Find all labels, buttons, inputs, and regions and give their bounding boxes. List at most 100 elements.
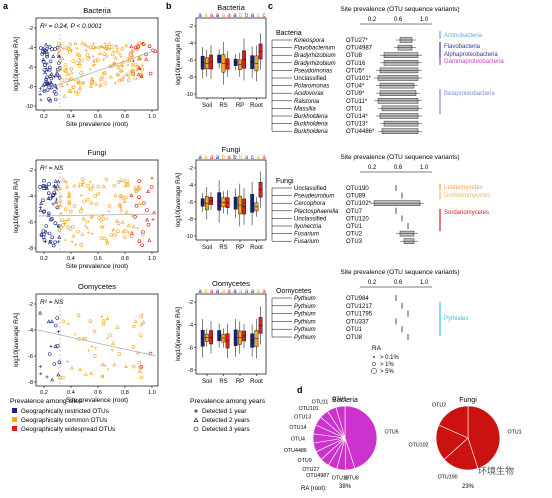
otu-label: OTU337 bbox=[346, 319, 369, 325]
scale-tick-label: 1.0 bbox=[420, 17, 429, 23]
scatter-plot-fungi: Fungi -2 -4 -6 -8 0.2 0.4 0.6 0.8 1.0 Site prevale… bbox=[13, 148, 159, 270]
data-point bbox=[93, 354, 97, 358]
taxon-label: Kineospora bbox=[294, 38, 325, 44]
y-axis-label: log10[average RA] bbox=[175, 307, 182, 361]
legend-prevalence-sites: Prevalence among sites Geographically res… bbox=[10, 398, 115, 433]
pie-slice-label: OTU16 bbox=[332, 476, 349, 482]
data-point bbox=[45, 62, 49, 65]
taxon-label: Plectosphaerella bbox=[294, 209, 339, 215]
group-label: Bacteria bbox=[276, 30, 302, 37]
data-point bbox=[51, 202, 55, 206]
legend-swatch bbox=[12, 426, 17, 431]
data-point bbox=[132, 324, 136, 329]
data-point bbox=[127, 230, 130, 234]
otu-label: OTU2 bbox=[346, 232, 363, 238]
prevalence-block-bacteria: Site prevalence (OTU sequence variants) 0… bbox=[271, 6, 504, 135]
taxon-label: Fusarium bbox=[294, 232, 319, 238]
x-tick-label: 0.4 bbox=[67, 114, 75, 120]
data-point bbox=[83, 42, 88, 46]
data-point bbox=[128, 50, 133, 55]
data-point bbox=[80, 232, 85, 236]
data-point bbox=[122, 199, 127, 203]
data-point bbox=[90, 215, 94, 219]
significance-letter: a bbox=[204, 13, 208, 19]
data-point bbox=[63, 63, 68, 67]
significance-letter: a bbox=[216, 155, 220, 161]
data-point bbox=[75, 46, 79, 50]
data-point bbox=[56, 372, 61, 377]
significance-letter: a bbox=[227, 289, 231, 295]
data-point bbox=[100, 75, 104, 80]
data-point bbox=[65, 83, 69, 87]
data-point bbox=[63, 207, 68, 211]
y-tick-label: -4 bbox=[188, 183, 193, 189]
panel-letter-d: d bbox=[297, 385, 303, 395]
ra-legend: RA > 0.1%> 1%> 5% bbox=[371, 345, 400, 375]
x-tick-label: 0.4 bbox=[67, 390, 75, 396]
data-point bbox=[130, 213, 135, 217]
data-point bbox=[58, 67, 62, 72]
significance-letter: a bbox=[257, 289, 261, 295]
data-point bbox=[126, 56, 130, 60]
data-point bbox=[137, 369, 142, 373]
data-point bbox=[129, 234, 134, 238]
stat-annotation: R² = NS bbox=[40, 299, 64, 306]
data-point bbox=[47, 231, 52, 236]
data-point bbox=[105, 316, 110, 321]
data-point bbox=[39, 372, 43, 376]
data-point bbox=[105, 46, 111, 51]
ra-legend-item: > 5% bbox=[380, 369, 395, 375]
data-point bbox=[96, 184, 101, 189]
panel-letter-c: c bbox=[268, 1, 273, 11]
data-point bbox=[118, 52, 122, 56]
ra-legend-item: > 0.1% bbox=[380, 355, 400, 361]
data-point bbox=[72, 183, 77, 188]
data-point bbox=[76, 229, 80, 234]
data-point bbox=[90, 183, 96, 188]
data-point bbox=[93, 194, 98, 198]
taxon-label: Pythium bbox=[294, 319, 316, 325]
data-point bbox=[60, 78, 64, 82]
data-point bbox=[114, 44, 118, 47]
y-tick-label: -2 bbox=[28, 168, 33, 174]
pie-slice-label: OTU4 bbox=[291, 437, 305, 443]
ra-legend-item: > 1% bbox=[380, 362, 395, 368]
data-point bbox=[137, 239, 142, 243]
pie-slice-label: OTU190 bbox=[438, 475, 458, 481]
otu-label: OTU120 bbox=[346, 216, 369, 222]
plot-title: Oomycetes bbox=[78, 282, 116, 291]
data-point bbox=[139, 314, 143, 319]
data-point bbox=[124, 209, 129, 214]
data-point bbox=[67, 89, 72, 93]
data-point bbox=[39, 201, 44, 205]
data-point bbox=[109, 233, 114, 237]
data-point bbox=[78, 85, 83, 90]
pie-slice bbox=[467, 405, 501, 469]
scatter-plot-bacteria: Bacteria -2 -4 -6 -8 -10 0.2 0.4 0.6 0.8 1.0 Site p… bbox=[13, 6, 159, 128]
legend-title: Prevalence among years bbox=[190, 398, 266, 405]
data-point bbox=[150, 185, 154, 189]
data-point bbox=[102, 45, 106, 49]
data-point bbox=[61, 375, 65, 380]
data-point bbox=[62, 94, 67, 98]
taxon-label: Ilyonectria bbox=[294, 224, 322, 230]
data-point bbox=[38, 87, 42, 90]
otu-label: OTU1 bbox=[346, 327, 363, 333]
x-tick-label: RS bbox=[219, 103, 227, 109]
data-point bbox=[81, 216, 86, 221]
data-point bbox=[48, 239, 53, 244]
y-tick-label: -6 bbox=[188, 58, 193, 64]
x-tick-label: 0.8 bbox=[121, 256, 129, 262]
x-tick-label: 0.6 bbox=[94, 256, 102, 262]
otu-label: OTU8 bbox=[346, 335, 363, 341]
legend-item: Detected 2 years bbox=[202, 417, 250, 424]
taxon-label: Pythium bbox=[294, 296, 316, 302]
data-point bbox=[104, 54, 109, 58]
data-point bbox=[52, 190, 57, 195]
class-label: Pythiales bbox=[444, 316, 468, 322]
pie-slice-label: OTU8 bbox=[345, 475, 359, 481]
data-point bbox=[102, 52, 107, 57]
data-point bbox=[116, 221, 121, 226]
y-axis-label: log10[average RA] bbox=[175, 31, 182, 85]
plot-title: Bacteria bbox=[83, 6, 111, 15]
